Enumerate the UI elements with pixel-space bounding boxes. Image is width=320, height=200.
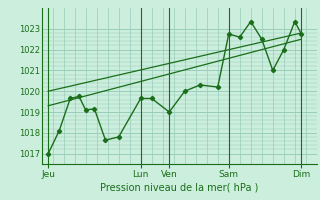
X-axis label: Pression niveau de la mer( hPa ): Pression niveau de la mer( hPa ) — [100, 183, 258, 193]
